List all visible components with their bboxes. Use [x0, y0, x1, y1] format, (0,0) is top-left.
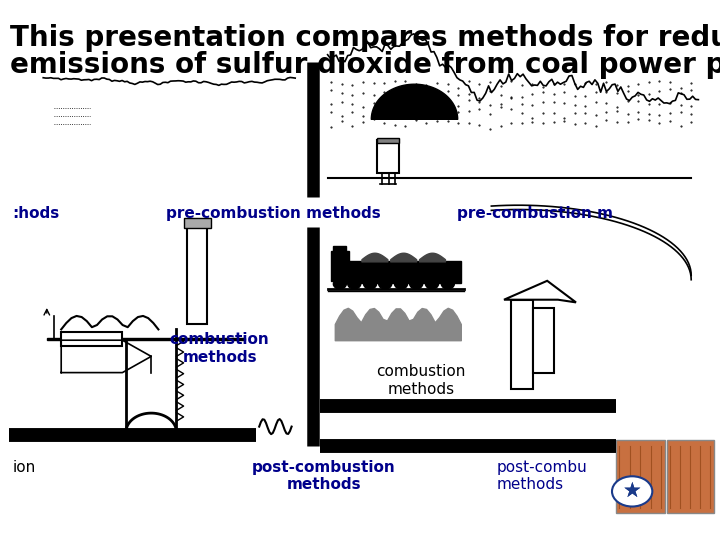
Circle shape [348, 279, 361, 289]
Circle shape [441, 279, 454, 289]
Text: ★: ★ [623, 481, 642, 502]
Circle shape [333, 279, 346, 289]
Bar [331, 251, 349, 281]
Text: pre-combustion m: pre-combustion m [457, 206, 613, 221]
Text: ion: ion [12, 460, 35, 475]
Bar [667, 440, 714, 513]
Polygon shape [504, 281, 576, 302]
Bar [333, 246, 346, 253]
Circle shape [426, 279, 438, 289]
Bar [187, 224, 207, 324]
Bar [61, 332, 122, 346]
Circle shape [612, 476, 652, 507]
Circle shape [395, 279, 408, 289]
Text: combustion
methods: combustion methods [170, 332, 269, 365]
Bar [616, 440, 665, 513]
Text: combustion
methods: combustion methods [377, 364, 466, 397]
Text: emissions of sulfur dioxide from coal power plants: emissions of sulfur dioxide from coal po… [10, 51, 720, 79]
Text: :hods: :hods [12, 206, 60, 221]
Bar [377, 140, 399, 173]
Polygon shape [47, 338, 245, 340]
Text: This presentation compares methods for reducing: This presentation compares methods for r… [10, 24, 720, 52]
Text: ★: ★ [623, 481, 642, 502]
Text: pre-combustion methods: pre-combustion methods [166, 206, 381, 221]
Text: post-combu
methods: post-combu methods [497, 460, 588, 492]
Bar [377, 138, 399, 143]
Circle shape [364, 279, 377, 289]
Text: post-combustion
methods: post-combustion methods [252, 460, 396, 492]
Circle shape [379, 279, 392, 289]
Circle shape [410, 279, 423, 289]
Bar [335, 261, 461, 283]
Bar [184, 218, 211, 228]
Bar [533, 308, 554, 373]
Bar [511, 300, 533, 389]
